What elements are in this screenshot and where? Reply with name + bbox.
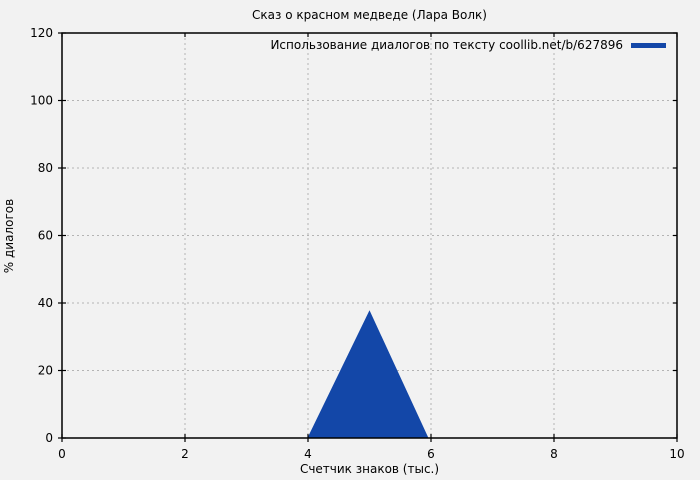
x-tick-label: 0 xyxy=(58,447,66,461)
y-tick-label: 100 xyxy=(30,94,53,108)
y-tick-label: 80 xyxy=(38,161,53,175)
x-tick-label: 2 xyxy=(181,447,189,461)
x-tick-label: 8 xyxy=(550,447,558,461)
data-series-area xyxy=(307,310,429,439)
y-tick-label: 40 xyxy=(38,296,53,310)
y-tick-label: 120 xyxy=(30,26,53,40)
legend: Использование диалогов по тексту coollib… xyxy=(270,38,666,52)
x-tick-label: 10 xyxy=(669,447,684,461)
x-tick-label: 6 xyxy=(427,447,435,461)
y-tick-label: 0 xyxy=(45,431,53,445)
legend-label: Использование диалогов по тексту coollib… xyxy=(270,38,623,52)
legend-swatch-line xyxy=(631,42,666,48)
x-tick-label: 4 xyxy=(304,447,312,461)
x-axis-title: Счетчик знаков (тыс.) xyxy=(299,462,440,476)
y-tick-label: 60 xyxy=(38,229,53,243)
chart-title: Сказ о красном медведе (Лара Волк) xyxy=(252,8,487,22)
y-tick-label: 20 xyxy=(38,364,53,378)
